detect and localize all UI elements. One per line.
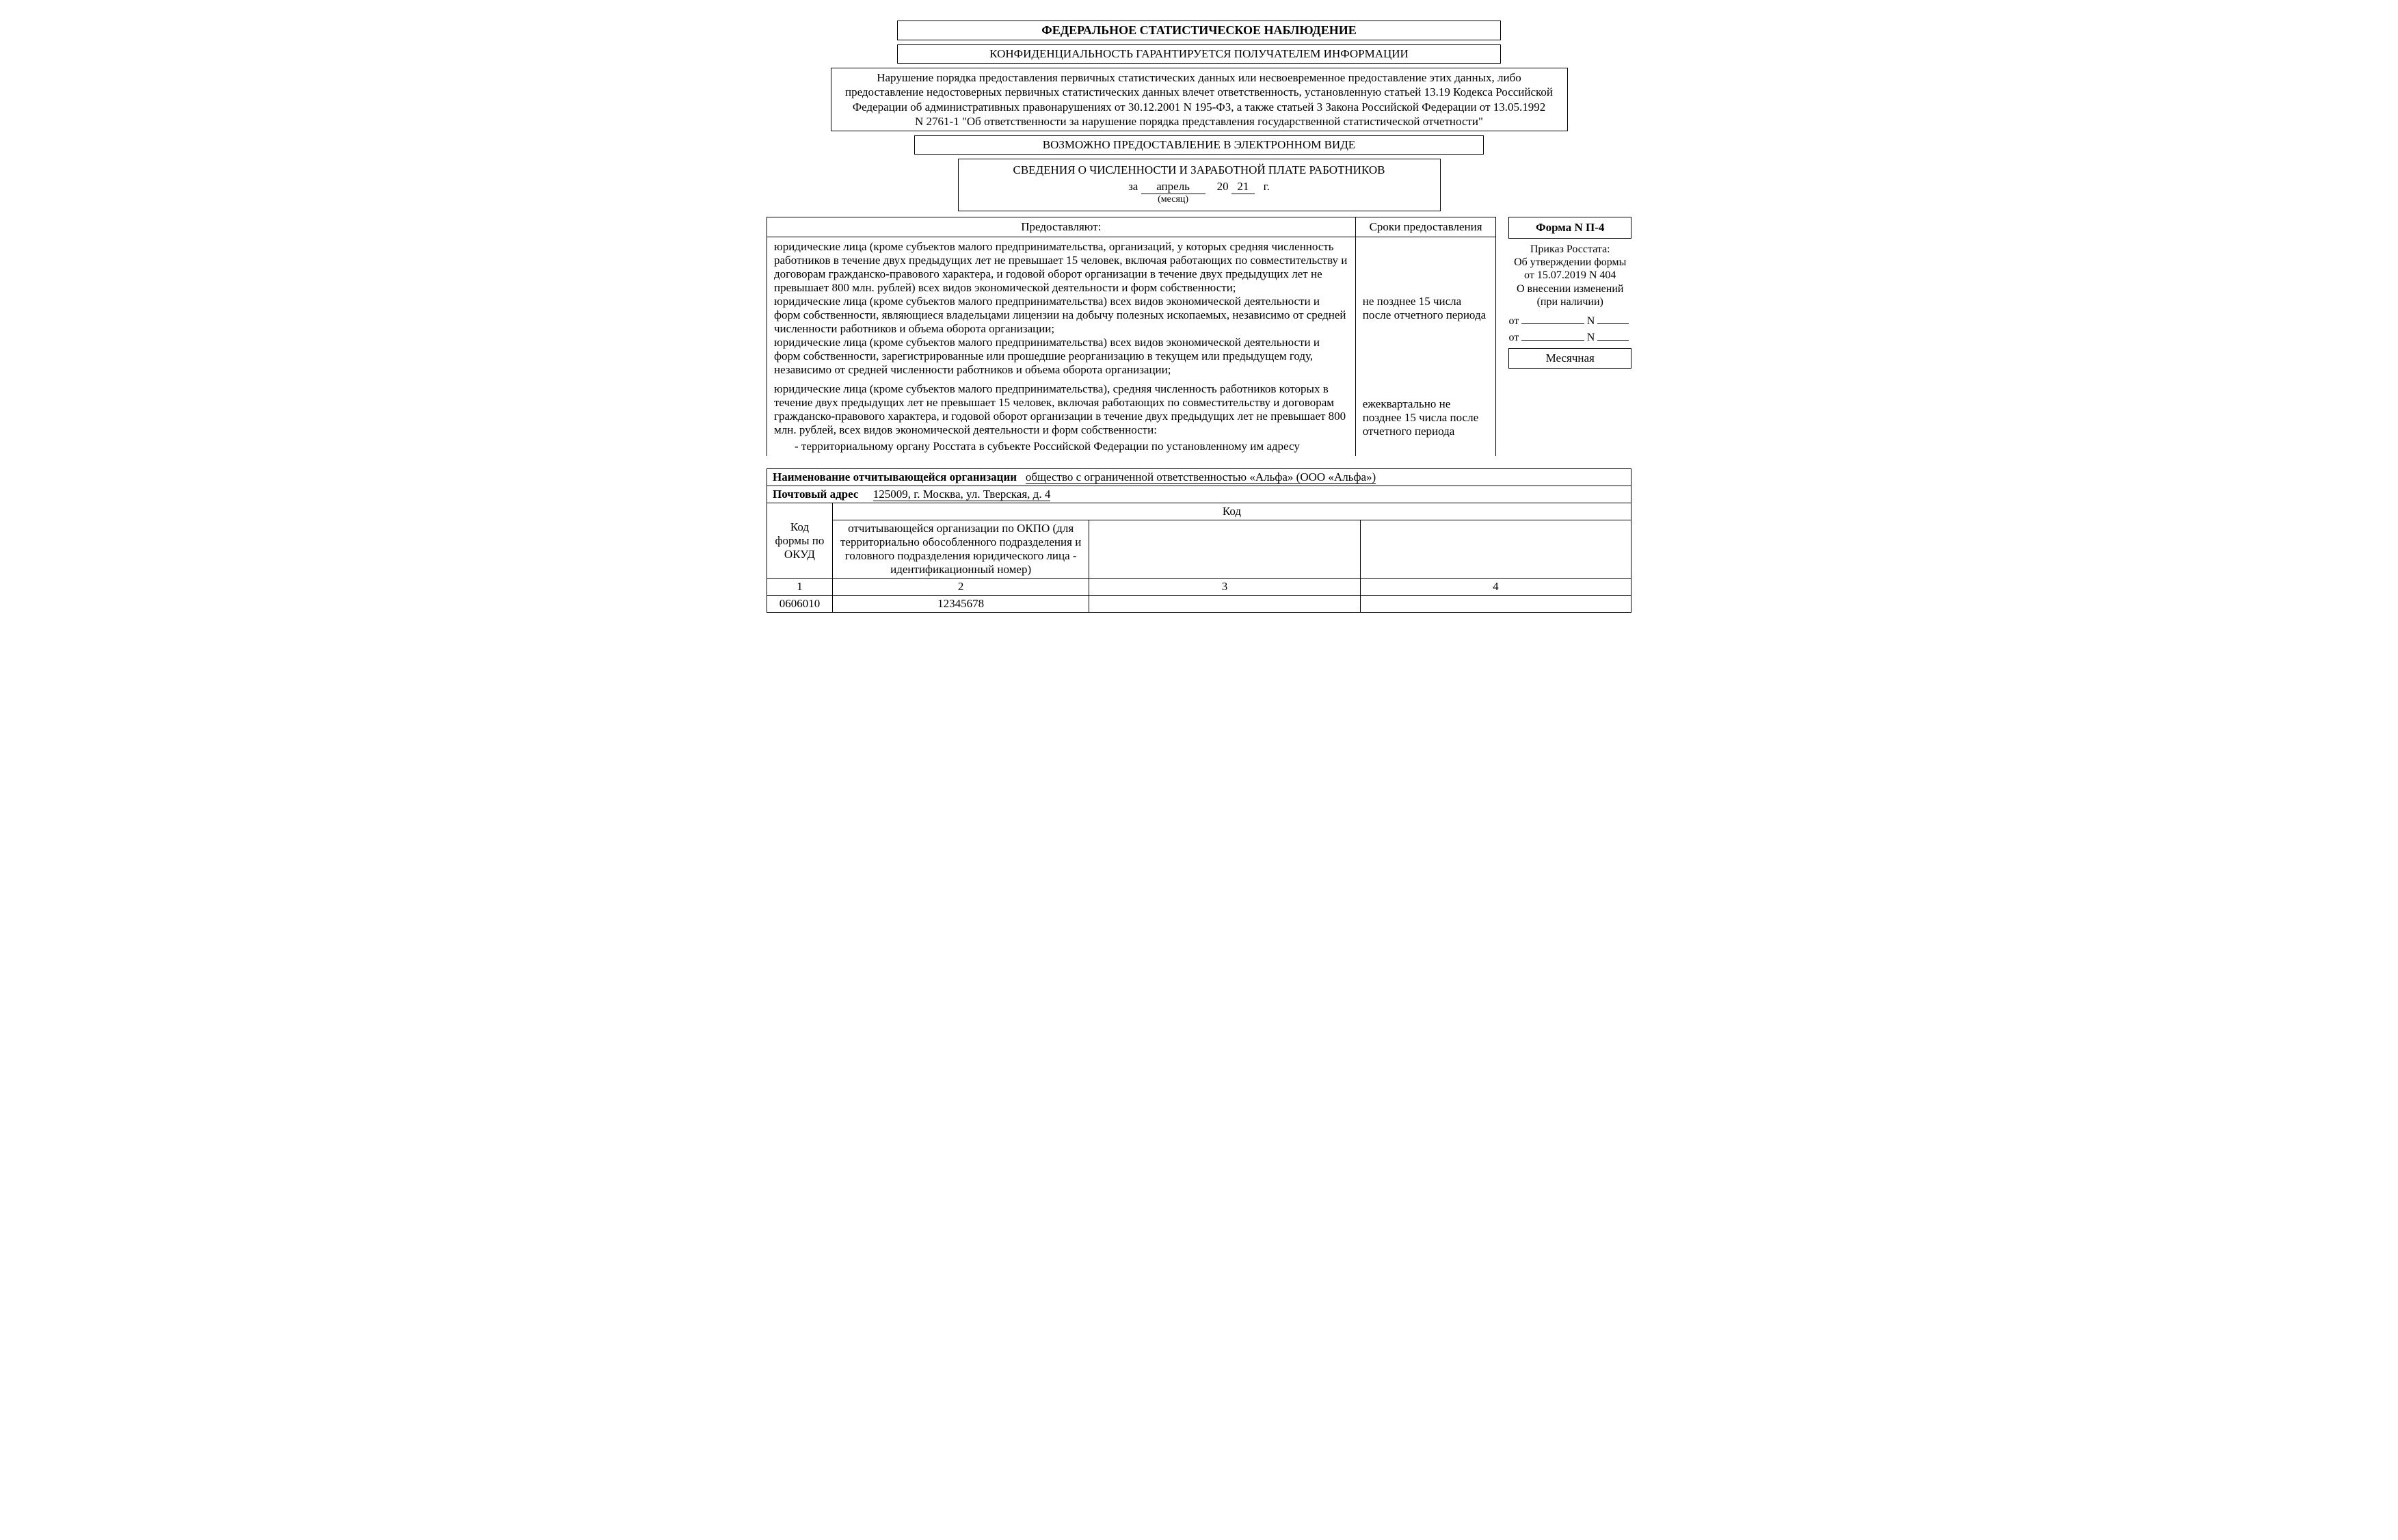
month-field: апрель xyxy=(1141,180,1205,194)
title-banner: ФЕДЕРАЛЬНОЕ СТАТИСТИЧЕСКОЕ НАБЛЮДЕНИЕ xyxy=(897,21,1501,40)
year-suffix: г. xyxy=(1264,180,1270,193)
colnum-1: 1 xyxy=(767,579,833,596)
okpo-header: отчитывающейся организации по ОКПО (для … xyxy=(832,520,1089,579)
amend-row-1: от N xyxy=(1508,313,1631,328)
providers-text-1: юридические лица (кроме субъектов малого… xyxy=(767,237,1356,380)
organization-table: Наименование отчитывающейся организации … xyxy=(767,468,1631,613)
org-name-label: Наименование отчитывающейся организации xyxy=(773,470,1017,483)
code-header: Код xyxy=(832,503,1631,520)
za-label: за xyxy=(1128,180,1138,193)
liability-banner: Нарушение порядка предоставления первичн… xyxy=(831,68,1568,131)
okpo-value: 12345678 xyxy=(832,596,1089,613)
deadline-1: не позднее 15 числа после отчетного пери… xyxy=(1355,237,1496,380)
colnum-2: 2 xyxy=(832,579,1089,596)
month-caption: (месяц) xyxy=(1141,194,1205,205)
year-field: 21 xyxy=(1231,180,1255,194)
org-addr-label: Почтовый адрес xyxy=(773,488,858,501)
okud-value: 0606010 xyxy=(767,596,833,613)
code4-value xyxy=(1360,596,1631,613)
ot-label: от xyxy=(1508,315,1519,328)
org-addr-row: Почтовый адрес 125009, г. Москва, ул. Тв… xyxy=(767,486,1631,503)
amend-num-1 xyxy=(1597,313,1629,324)
org-addr-value: 125009, г. Москва, ул. Тверская, д. 4 xyxy=(873,488,1051,501)
n-label: N xyxy=(1587,315,1595,328)
amend-date-2 xyxy=(1521,329,1584,341)
deadline-2: ежеквартально не позднее 15 числа после … xyxy=(1355,380,1496,456)
org-name-row: Наименование отчитывающейся организации … xyxy=(767,469,1631,486)
colnum-3: 3 xyxy=(1089,579,1360,596)
year-prefix: 20 xyxy=(1217,180,1229,193)
amend-num-2 xyxy=(1597,329,1629,341)
order-line-3: от 15.07.2019 N 404 xyxy=(1508,269,1631,282)
side-column: Форма N П-4 Приказ Росстата: Об утвержде… xyxy=(1508,217,1631,369)
colnum-4: 4 xyxy=(1360,579,1631,596)
col-header-deadline: Сроки предоставления xyxy=(1355,217,1496,237)
ot-label-2: от xyxy=(1508,332,1519,344)
code3-header xyxy=(1089,520,1360,579)
order-line-2: Об утверждении формы xyxy=(1508,256,1631,269)
order-line-4: О внесении изменений (при наличии) xyxy=(1508,282,1631,308)
col-header-provide: Предоставляют: xyxy=(767,217,1356,237)
report-title: СВЕДЕНИЯ О ЧИСЛЕННОСТИ И ЗАРАБОТНОЙ ПЛАТ… xyxy=(967,163,1432,177)
order-info: Приказ Росстата: Об утверждении формы от… xyxy=(1508,243,1631,308)
n-label-2: N xyxy=(1587,332,1595,344)
confidentiality-banner: КОНФИДЕНЦИАЛЬНОСТЬ ГАРАНТИРУЕТСЯ ПОЛУЧАТ… xyxy=(897,44,1501,64)
periodicity-box: Месячная xyxy=(1508,348,1631,369)
providers-sub-2: - территориальному органу Росстата в суб… xyxy=(774,440,1348,453)
form-number-box: Форма N П-4 xyxy=(1508,217,1631,239)
okud-header: Код формы по ОКУД xyxy=(767,503,833,579)
submission-table: Предоставляют: Сроки предоставления юрид… xyxy=(767,217,1496,456)
amend-row-2: от N xyxy=(1508,329,1631,344)
code4-header xyxy=(1360,520,1631,579)
org-name-value: общество с ограниченной ответственностью… xyxy=(1026,470,1376,484)
providers-text-2: юридические лица (кроме субъектов малого… xyxy=(774,382,1348,437)
code3-value xyxy=(1089,596,1360,613)
amend-date-1 xyxy=(1521,313,1584,324)
report-title-banner: СВЕДЕНИЯ О ЧИСЛЕННОСТИ И ЗАРАБОТНОЙ ПЛАТ… xyxy=(958,159,1441,211)
order-line-1: Приказ Росстата: xyxy=(1508,243,1631,256)
electronic-banner: ВОЗМОЖНО ПРЕДОСТАВЛЕНИЕ В ЭЛЕКТРОННОМ ВИ… xyxy=(914,135,1484,155)
